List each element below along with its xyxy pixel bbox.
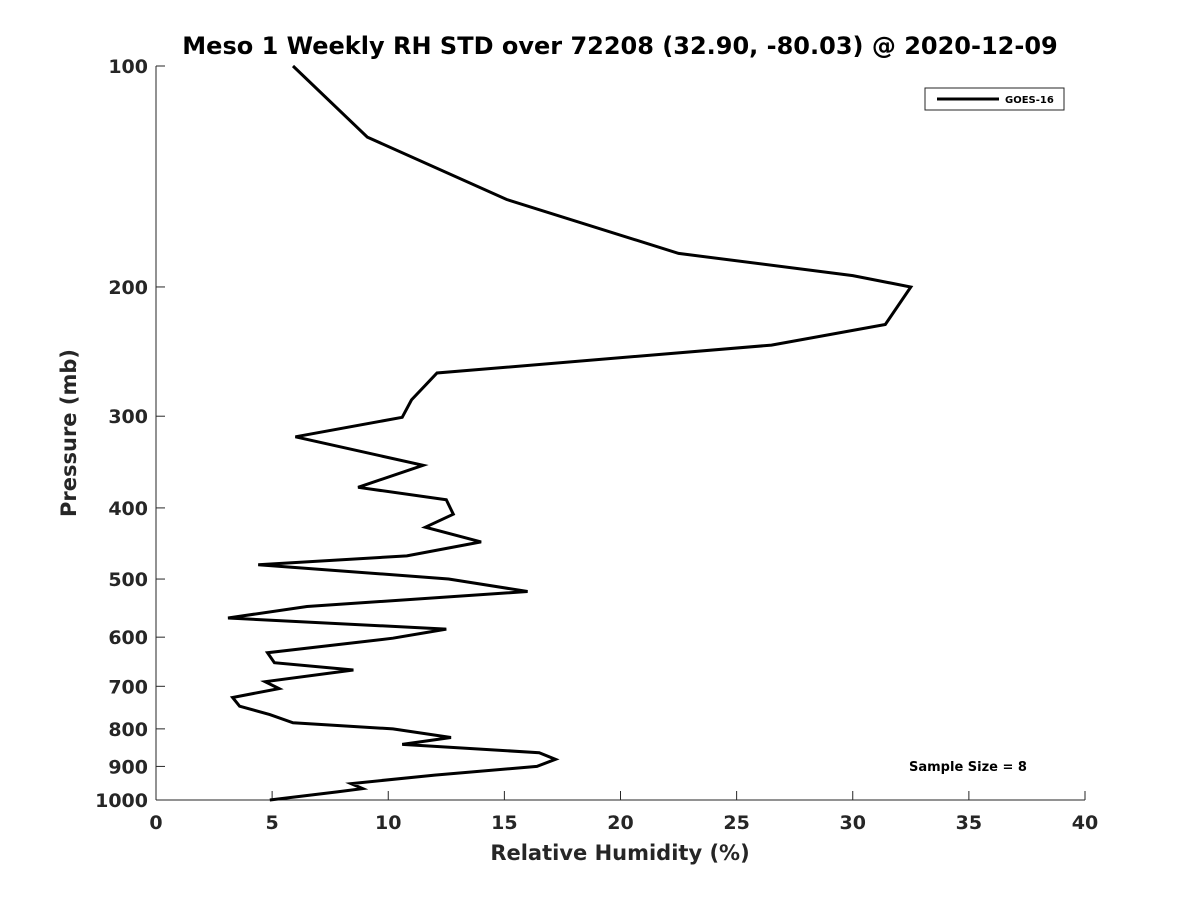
x-tick-label: 25 (723, 812, 749, 834)
y-ticks: 100 200 300 400 500 600 700 800 900 1000 (95, 56, 165, 812)
series-line-goes16 (227, 64, 914, 802)
x-tick-label: 30 (840, 812, 866, 834)
y-tick-label: 400 (108, 498, 148, 520)
y-tick-label: 600 (108, 627, 148, 649)
y-tick-label: 500 (108, 569, 148, 591)
y-axis-label: Pressure (mb) (57, 349, 81, 517)
y-tick-label: 700 (108, 676, 148, 698)
x-tick-label: 0 (149, 812, 162, 834)
y-tick-label: 200 (108, 277, 148, 299)
x-tick-label: 10 (375, 812, 401, 834)
x-tick-label: 15 (491, 812, 517, 834)
plot-area: 0 5 10 15 20 25 30 35 40 100 200 300 400 500 600 700 80… (95, 56, 1098, 834)
y-tick-label: 300 (108, 406, 148, 428)
y-tick-label: 800 (108, 719, 148, 741)
x-tick-label: 20 (607, 812, 633, 834)
y-tick-label: 1000 (95, 790, 148, 812)
x-tick-label: 35 (956, 812, 982, 834)
chart-title: Meso 1 Weekly RH STD over 72208 (32.90, … (182, 32, 1057, 60)
y-tick-label: 900 (108, 756, 148, 778)
x-axis-label: Relative Humidity (%) (490, 841, 749, 865)
legend-label: GOES-16 (1005, 95, 1054, 106)
y-tick-label: 100 (108, 56, 148, 78)
legend: GOES-16 (924, 87, 1065, 111)
x-tick-label: 40 (1072, 812, 1098, 834)
x-tick-label: 5 (266, 812, 279, 834)
x-ticks: 0 5 10 15 20 25 30 35 40 (149, 791, 1098, 834)
sample-size-annotation: Sample Size = 8 (909, 760, 1027, 775)
